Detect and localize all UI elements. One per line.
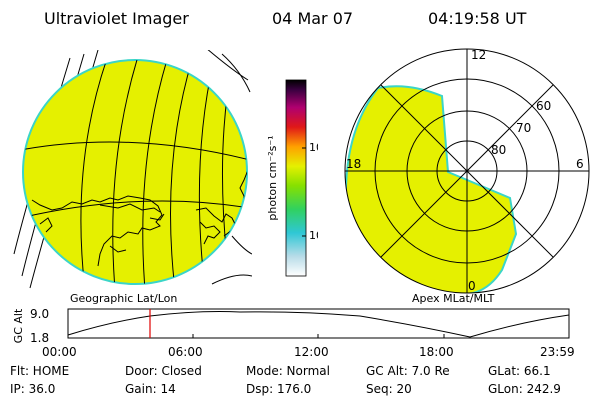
mlt-label-6: 6 — [576, 157, 584, 171]
polar-mlt-plot: 12 18 6 0 60 70 80 — [344, 48, 590, 294]
time-tick-0600: 06:00 — [168, 345, 203, 359]
mlat-label-70: 70 — [516, 121, 531, 135]
observation-time: 04:19:58 UT — [428, 9, 527, 28]
status-door: Door: Closed — [125, 364, 202, 378]
status-glon: GLon: 242.9 — [488, 382, 561, 396]
colorbar: 100 10 photon cm⁻²s⁻¹ — [266, 79, 318, 277]
altitude-curve — [67, 311, 570, 338]
mlat-label-60: 60 — [536, 99, 551, 113]
geo-panel-caption: Geographic Lat/Lon — [70, 292, 178, 305]
colorbar-tick-100: 100 — [309, 141, 318, 154]
observation-date: 04 Mar 07 — [272, 9, 354, 28]
time-tick-1800: 18:00 — [419, 345, 454, 359]
altitude-ytick-high: 9.0 — [30, 307, 49, 321]
status-flight: Flt: HOME — [10, 364, 70, 378]
time-tick-2359: 23:59 — [540, 345, 575, 359]
status-glat: GLat: 66.1 — [488, 364, 551, 378]
geographic-image — [13, 50, 252, 289]
polar-panel-caption: Apex MLat/MLT — [412, 292, 495, 305]
colorbar-unit-label: photon cm⁻²s⁻¹ — [266, 135, 279, 220]
altitude-plot: GC Alt 9.0 1.8 00:00 06:00 12:00 18:00 2… — [12, 307, 575, 359]
altitude-ytick-low: 1.8 — [30, 331, 49, 345]
mlt-label-0: 0 — [468, 279, 476, 293]
status-gc-alt: GC Alt: 7.0 Re — [366, 364, 450, 378]
colorbar-tick-10: 10 — [309, 229, 318, 242]
aurora-disc — [22, 59, 248, 285]
instrument-title: Ultraviolet Imager — [44, 9, 189, 28]
status-gain: Gain: 14 — [125, 382, 176, 396]
status-mode: Mode: Normal — [246, 364, 330, 378]
mlat-label-80: 80 — [491, 143, 506, 157]
time-tick-0000: 00:00 — [42, 345, 77, 359]
altitude-ylabel: GC Alt — [12, 308, 25, 343]
status-dsp: Dsp: 176.0 — [246, 382, 312, 396]
status-seq: Seq: 20 — [366, 382, 412, 396]
status-ip: IP: 36.0 — [10, 382, 56, 396]
mlt-label-12: 12 — [471, 48, 486, 62]
time-tick-1200: 12:00 — [294, 345, 329, 359]
mlt-label-18: 18 — [346, 157, 361, 171]
